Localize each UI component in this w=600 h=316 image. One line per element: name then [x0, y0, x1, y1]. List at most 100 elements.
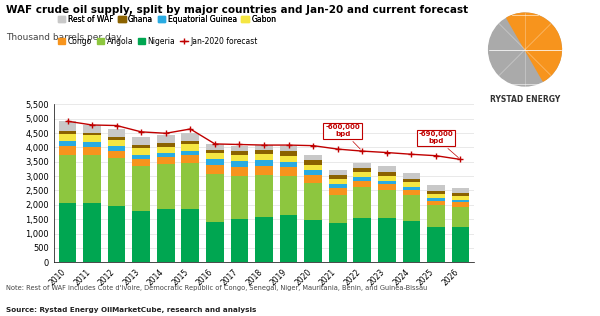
Bar [108, 150, 125, 158]
Bar [353, 181, 371, 187]
Bar [181, 209, 199, 262]
Bar [83, 155, 101, 204]
Bar [133, 159, 150, 166]
Bar [378, 184, 395, 190]
Bar [230, 155, 248, 161]
Text: Source: Rystad Energy OilMarketCube, research and analysis: Source: Rystad Energy OilMarketCube, res… [6, 307, 256, 313]
Bar [304, 183, 322, 220]
Bar [378, 181, 395, 184]
Bar [304, 220, 322, 262]
Bar [133, 137, 150, 145]
Bar [83, 135, 101, 142]
Bar [452, 207, 469, 227]
Text: Note: Rest of WAF includes Cote d'Ivoire, Democratic Republic of Congo, Senegal,: Note: Rest of WAF includes Cote d'Ivoire… [6, 285, 427, 291]
Bar [206, 222, 224, 262]
Bar [280, 146, 298, 151]
Text: -690,000
bpd: -690,000 bpd [419, 131, 458, 158]
Bar [133, 166, 150, 210]
Bar [280, 151, 298, 156]
Circle shape [488, 13, 562, 86]
Bar [108, 140, 125, 146]
Bar [181, 155, 199, 163]
Text: Thousand barrels per day: Thousand barrels per day [6, 33, 122, 42]
Bar [59, 131, 76, 134]
Bar [255, 166, 273, 175]
Legend: Rest of WAF, Ghana, Equatorial Guinea, Gabon: Rest of WAF, Ghana, Equatorial Guinea, G… [58, 15, 276, 24]
Bar [427, 205, 445, 227]
Bar [181, 133, 199, 141]
Bar [230, 167, 248, 176]
Bar [403, 173, 420, 179]
Bar [255, 175, 273, 217]
Bar [157, 164, 175, 209]
Bar [452, 227, 469, 262]
Bar [427, 198, 445, 201]
Bar [157, 153, 175, 157]
Bar [353, 172, 371, 177]
Bar [427, 194, 445, 198]
Bar [181, 144, 199, 150]
Bar [427, 227, 445, 262]
Bar [108, 206, 125, 262]
Text: RYSTAD ENERGY: RYSTAD ENERGY [490, 95, 560, 104]
Bar [157, 157, 175, 164]
Bar [255, 161, 273, 166]
Bar [59, 134, 76, 141]
Bar [280, 162, 298, 167]
Bar [378, 190, 395, 218]
Bar [427, 191, 445, 194]
Bar [181, 163, 199, 209]
Bar [230, 146, 248, 151]
Bar [403, 195, 420, 221]
Bar [108, 158, 125, 206]
Bar [230, 176, 248, 219]
Bar [59, 204, 76, 262]
Bar [427, 201, 445, 205]
Bar [206, 165, 224, 174]
Bar [353, 168, 371, 172]
Bar [133, 210, 150, 262]
Bar [206, 144, 224, 150]
Bar [304, 160, 322, 165]
Bar [378, 172, 395, 175]
Bar [230, 151, 248, 155]
Bar [452, 196, 469, 200]
Bar [329, 175, 347, 179]
Bar [255, 145, 273, 150]
Bar [378, 218, 395, 262]
Bar [157, 147, 175, 153]
Bar [157, 209, 175, 262]
Bar [403, 190, 420, 195]
Bar [452, 188, 469, 193]
Bar [206, 153, 224, 160]
Bar [133, 145, 150, 148]
Bar [329, 170, 347, 175]
Bar [108, 146, 125, 150]
Bar [181, 141, 199, 144]
Bar [108, 137, 125, 140]
Bar [206, 174, 224, 222]
Bar [329, 223, 347, 262]
Bar [83, 204, 101, 262]
Bar [206, 160, 224, 165]
Text: -600,000
bpd: -600,000 bpd [325, 124, 361, 149]
Bar [280, 176, 298, 215]
Bar [452, 200, 469, 202]
Bar [230, 219, 248, 262]
Bar [255, 217, 273, 262]
Wedge shape [507, 13, 562, 81]
Bar [181, 150, 199, 155]
Bar [83, 133, 101, 135]
Bar [108, 129, 125, 137]
Bar [403, 179, 420, 182]
Bar [59, 146, 76, 155]
Bar [329, 195, 347, 223]
Bar [280, 156, 298, 162]
Text: WAF crude oil supply, split by major countries and Jan-20 and current forecast: WAF crude oil supply, split by major cou… [6, 5, 468, 15]
Bar [378, 166, 395, 172]
Bar [452, 193, 469, 196]
Bar [83, 125, 101, 133]
Bar [329, 188, 347, 195]
Bar [59, 141, 76, 146]
Bar [157, 143, 175, 147]
